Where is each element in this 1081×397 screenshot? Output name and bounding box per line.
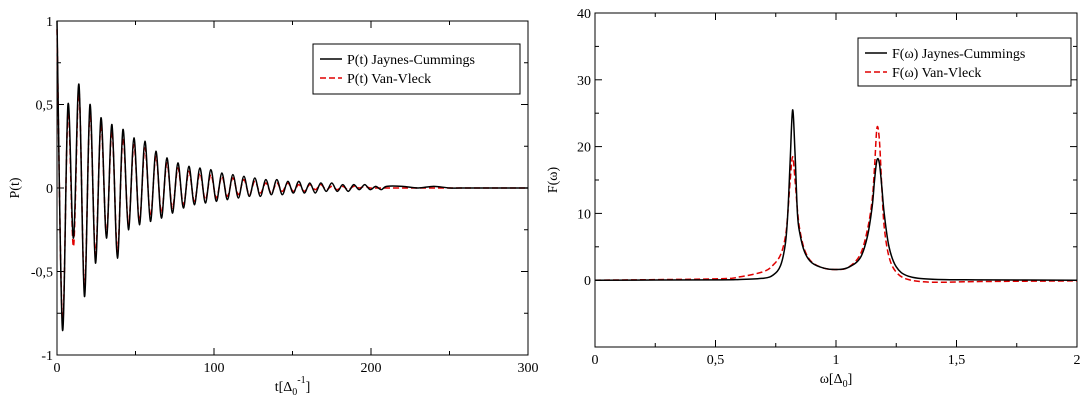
x-tick-label: 1: [833, 353, 840, 368]
y-tick-label: 30: [577, 74, 591, 89]
x-tick-label: 1,5: [948, 353, 966, 368]
legend-right: F(ω) Jaynes-Cummings F(ω) Van-Vleck: [857, 37, 1072, 87]
x-axis-label-right-sub: 0: [843, 379, 848, 390]
x-axis-label-left-sup: -1: [297, 375, 305, 386]
y-tick-label: 0,5: [36, 99, 54, 114]
x-axis-label-right-close: ]: [848, 372, 853, 387]
x-axis-label-left: t[Δ0-1]: [275, 375, 311, 397]
x-axis-label-left-close: ]: [306, 380, 311, 395]
x-tick-label: 2: [1074, 353, 1081, 368]
series-line-van-vleck: [594, 125, 1078, 284]
x-tick-label: 0: [592, 353, 599, 368]
y-tick-label: -0,5: [31, 266, 53, 281]
x-axis-label-right-base: ω[Δ: [820, 372, 843, 387]
series-line-jaynes-cummings: [56, 20, 528, 331]
y-tick-label: 0: [584, 274, 591, 289]
legend-label-vv-left: P(t) Van-Vleck: [347, 72, 431, 87]
legend-box-left: [312, 43, 521, 95]
x-tick-label: 100: [204, 361, 225, 376]
ticks-left: 0 100 200 300 -1 -0,5 0 0,5 1: [31, 15, 539, 376]
x-axis-label-left-sub: 0: [292, 387, 297, 397]
y-tick-label: 0: [46, 182, 53, 197]
y-axis-label-right: F(ω): [546, 167, 561, 194]
legend-label-jc-left: P(t) Jaynes-Cummings: [347, 53, 475, 68]
chart-left-p-of-t: 0 100 200 300-1-0,500,51 P(t) t[Δ0-1] P(t) …: [8, 15, 539, 397]
curves-right: [594, 109, 1078, 284]
y-tick-label: 10: [577, 207, 591, 222]
series-line-jaynes-cummings: [594, 109, 1078, 281]
x-axis-label-left-base: t[Δ: [275, 380, 293, 395]
legend-left: P(t) Jaynes-Cummings P(t) Van-Vleck: [312, 43, 521, 95]
y-axis-label-left: P(t): [8, 177, 23, 198]
y-tick-label: 20: [577, 141, 591, 156]
x-tick-label: 0: [54, 361, 61, 376]
legend-label-jc-right: F(ω) Jaynes-Cummings: [892, 47, 1025, 62]
y-tick-label: -1: [41, 349, 53, 364]
x-axis-label-right: ω[Δ0]: [820, 372, 853, 390]
x-tick-label: 0,5: [707, 353, 725, 368]
curves-left: [56, 20, 528, 331]
y-tick-label: 40: [577, 7, 591, 22]
legend-label-vv-right: F(ω) Van-Vleck: [892, 66, 981, 81]
x-tick-label: 200: [361, 361, 382, 376]
x-tick-label: 300: [518, 361, 539, 376]
legend-box-right: [857, 37, 1072, 87]
y-tick-label: 1: [46, 15, 53, 30]
